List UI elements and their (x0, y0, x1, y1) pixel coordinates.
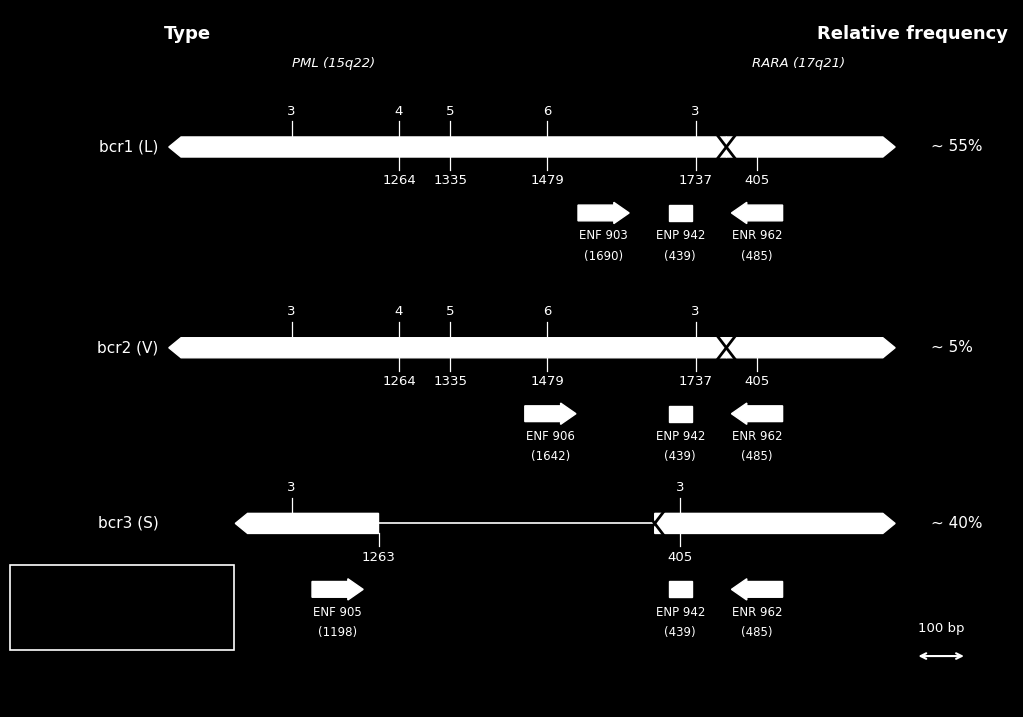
FancyArrow shape (525, 403, 576, 424)
Text: ENR 962: ENR 962 (731, 430, 783, 443)
FancyArrow shape (20, 576, 61, 593)
Text: 3: 3 (676, 481, 684, 494)
Text: ENF 905: ENF 905 (313, 606, 362, 619)
Text: 405: 405 (668, 551, 693, 564)
Text: 3: 3 (692, 305, 700, 318)
Polygon shape (655, 513, 895, 533)
Text: (1642): (1642) (531, 450, 570, 463)
Text: 1737: 1737 (678, 174, 713, 187)
Text: Forward primer: Forward primer (86, 578, 188, 591)
Text: 3: 3 (287, 305, 296, 318)
Text: bcr3 (S): bcr3 (S) (98, 516, 159, 531)
FancyArrow shape (731, 579, 783, 600)
Text: 4: 4 (395, 105, 403, 118)
Text: (485): (485) (742, 250, 772, 262)
Text: 5: 5 (446, 305, 454, 318)
Bar (32, 632, 50, 645)
Bar (669, 205, 692, 221)
Text: ~ 5%: ~ 5% (931, 341, 973, 355)
Polygon shape (726, 137, 895, 157)
Text: Reverse primer: Reverse primer (86, 605, 188, 618)
Text: bcr2 (V): bcr2 (V) (97, 341, 159, 355)
Text: 5: 5 (446, 105, 454, 118)
Text: ENR 962: ENR 962 (731, 606, 783, 619)
Bar (669, 406, 692, 422)
Text: (439): (439) (665, 250, 696, 262)
Text: 1479: 1479 (531, 375, 564, 388)
FancyArrow shape (578, 202, 629, 224)
Text: Type: Type (164, 25, 211, 43)
Text: ~ 40%: ~ 40% (931, 516, 982, 531)
Bar (669, 581, 692, 597)
FancyArrow shape (312, 579, 363, 600)
FancyArrow shape (731, 403, 783, 424)
Text: 1263: 1263 (361, 551, 396, 564)
FancyArrow shape (731, 202, 783, 224)
Text: (1690): (1690) (584, 250, 623, 262)
Text: ENP 942: ENP 942 (656, 229, 705, 242)
Text: 1335: 1335 (433, 375, 468, 388)
Text: 1737: 1737 (678, 375, 713, 388)
Text: ENF 906: ENF 906 (526, 430, 575, 443)
Text: 405: 405 (745, 174, 769, 187)
Text: 100 bp: 100 bp (918, 622, 965, 635)
Text: 3: 3 (287, 105, 296, 118)
Text: 1264: 1264 (383, 174, 415, 187)
Text: (439): (439) (665, 450, 696, 463)
Text: ENF 903: ENF 903 (579, 229, 628, 242)
FancyBboxPatch shape (10, 565, 234, 650)
Text: PML (15q22): PML (15q22) (292, 57, 374, 70)
Text: ENR 962: ENR 962 (731, 229, 783, 242)
Text: ENP 942: ENP 942 (656, 606, 705, 619)
Polygon shape (169, 338, 726, 358)
Text: 6: 6 (543, 305, 551, 318)
Text: ENP 942: ENP 942 (656, 430, 705, 443)
Text: 1264: 1264 (383, 375, 415, 388)
Polygon shape (726, 338, 895, 358)
Text: 405: 405 (745, 375, 769, 388)
Text: 1335: 1335 (433, 174, 468, 187)
Polygon shape (235, 513, 379, 533)
Text: 1479: 1479 (531, 174, 564, 187)
Text: (485): (485) (742, 450, 772, 463)
Text: (1198): (1198) (318, 626, 357, 639)
Text: 6: 6 (543, 105, 551, 118)
Text: bcr1 (L): bcr1 (L) (99, 140, 159, 154)
Text: Relative frequency: Relative frequency (816, 25, 1008, 43)
Text: (485): (485) (742, 626, 772, 639)
Text: 3: 3 (287, 481, 296, 494)
Polygon shape (169, 137, 726, 157)
FancyArrow shape (20, 603, 61, 620)
Text: ~ 55%: ~ 55% (931, 140, 982, 154)
Text: (439): (439) (665, 626, 696, 639)
Text: 3: 3 (692, 105, 700, 118)
Text: RARA (17q21): RARA (17q21) (752, 57, 845, 70)
Text: 4: 4 (395, 305, 403, 318)
Text: Probe: Probe (86, 632, 124, 645)
